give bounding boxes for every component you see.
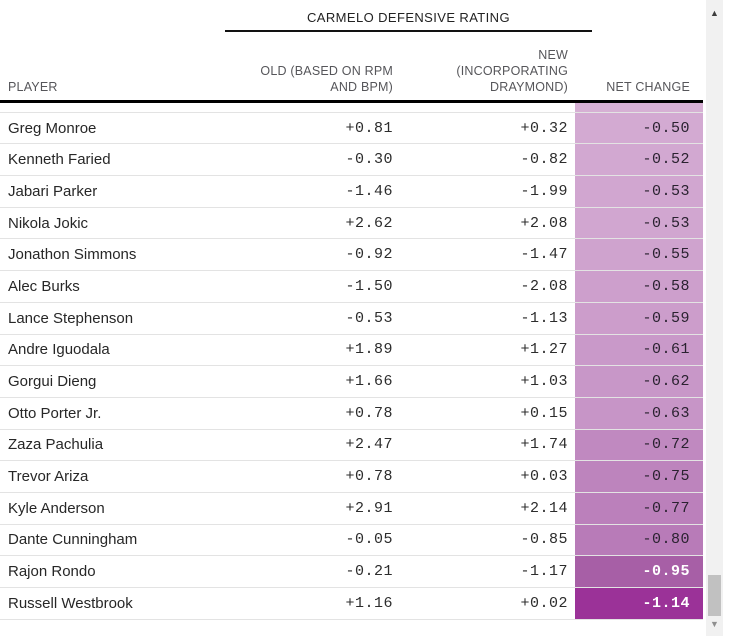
player-name-cell: Greg Monroe — [8, 119, 97, 137]
table-group-title: CARMELO DEFENSIVE RATING — [307, 10, 510, 25]
old-rating-cell: +0.81 — [345, 119, 393, 137]
player-name-cell: Nikola Jokic — [8, 214, 89, 232]
old-rating-cell: +2.62 — [345, 214, 393, 232]
old-rating-cell: -0.92 — [345, 246, 393, 264]
net-change-cell: -0.75 — [575, 461, 703, 492]
table-row: Kyle Anderson +2.91 +2.14 -0.77 — [0, 492, 703, 525]
table-row: Russell Westbrook +1.16 +0.02 -1.14 — [0, 588, 703, 620]
net-change-cell: -0.62 — [575, 366, 703, 397]
net-change-cell: -0.52 — [575, 144, 703, 176]
net-change-cell: -0.48 — [575, 103, 703, 112]
player-name-cell: Lance Stephenson — [8, 309, 134, 327]
scroll-down-icon[interactable]: ▼ — [710, 618, 719, 629]
new-rating-cell: -0.82 — [520, 151, 568, 169]
table-row: Dante Cunningham -0.05 -0.85 -0.80 — [0, 524, 703, 557]
old-rating-cell: +1.66 — [345, 373, 393, 391]
table-body[interactable]: Jose Calderon -1.67 -2.14 -0.48 Greg Mon… — [0, 103, 703, 621]
table-row: Andre Iguodala +1.89 +1.27 -0.61 — [0, 334, 703, 367]
table-row: Jonathon Simmons -0.92 -1.47 -0.55 — [0, 239, 703, 272]
column-header-player: PLAYER — [8, 80, 58, 94]
new-rating-cell: -1.99 — [520, 182, 568, 200]
new-rating-cell: -2.14 — [400, 103, 575, 112]
table-row: Greg Monroe +0.81 +0.32 -0.50 — [0, 112, 703, 145]
table-row: Gorgui Dieng +1.66 +1.03 -0.62 — [0, 366, 703, 398]
table-row: Otto Porter Jr. +0.78 +0.15 -0.63 — [0, 397, 703, 430]
old-rating-cell: +2.47 — [345, 436, 393, 454]
net-change-cell: -0.61 — [575, 334, 703, 366]
player-name-cell: Alec Burks — [8, 277, 80, 295]
net-change-cell: -0.80 — [575, 524, 703, 556]
net-change-cell: -0.59 — [575, 302, 703, 334]
column-header-old: OLD (BASED ON RPM AND BPM) — [260, 64, 393, 94]
net-change-cell: -0.95 — [575, 556, 703, 587]
table-row: Kenneth Faried -0.30 -0.82 -0.52 — [0, 144, 703, 177]
net-change-cell: -1.14 — [575, 588, 703, 619]
net-change-cell: -0.63 — [575, 397, 703, 429]
old-rating-cell: +2.91 — [345, 499, 393, 517]
net-change-cell: -0.50 — [575, 112, 703, 144]
old-rating-cell: -1.50 — [345, 277, 393, 295]
scrollbar-thumb[interactable] — [708, 575, 721, 616]
table-row: Trevor Ariza +0.78 +0.03 -0.75 — [0, 461, 703, 493]
new-rating-cell: +1.27 — [520, 341, 568, 359]
player-name-cell: Jose Calderon — [0, 103, 230, 112]
player-name-cell: Kenneth Faried — [8, 151, 111, 169]
player-name-cell: Zaza Pachulia — [8, 436, 104, 454]
player-name-cell: Jabari Parker — [8, 182, 98, 200]
new-rating-cell: +0.02 — [520, 594, 568, 612]
new-rating-cell: +1.03 — [520, 373, 568, 391]
net-change-cell: -0.77 — [575, 492, 703, 524]
player-name-cell: Trevor Ariza — [8, 468, 89, 486]
new-rating-cell: -2.08 — [520, 277, 568, 295]
new-rating-cell: +1.74 — [520, 436, 568, 454]
old-rating-cell: -0.30 — [345, 151, 393, 169]
scroll-up-icon[interactable]: ▲ — [710, 7, 719, 18]
player-name-cell: Gorgui Dieng — [8, 373, 97, 391]
net-change-cell: -0.58 — [575, 271, 703, 302]
old-rating-cell: -0.21 — [345, 563, 393, 581]
table-row: Alec Burks -1.50 -2.08 -0.58 — [0, 271, 703, 303]
new-rating-cell: -1.17 — [520, 563, 568, 581]
vertical-scrollbar[interactable]: ▲ ▼ — [706, 0, 723, 636]
new-rating-cell: -1.47 — [520, 246, 568, 264]
player-name-cell: Otto Porter Jr. — [8, 404, 102, 422]
old-rating-cell: -1.67 — [230, 103, 400, 112]
column-header-row: PLAYER OLD (BASED ON RPM AND BPM) NEW (I… — [0, 40, 703, 98]
old-rating-cell: -1.46 — [345, 182, 393, 200]
new-rating-cell: -1.13 — [520, 309, 568, 327]
net-change-cell: -0.55 — [575, 239, 703, 271]
table-row: Jabari Parker -1.46 -1.99 -0.53 — [0, 176, 703, 208]
player-name-cell: Dante Cunningham — [8, 531, 138, 549]
carmelo-table: CARMELO DEFENSIVE RATING PLAYER OLD (BAS… — [0, 10, 703, 621]
table-row: Zaza Pachulia +2.47 +1.74 -0.72 — [0, 429, 703, 462]
old-rating-cell: -0.53 — [345, 309, 393, 327]
column-header-net-change: NET CHANGE — [606, 80, 690, 94]
net-change-cell: -0.53 — [575, 176, 703, 207]
old-rating-cell: +0.78 — [345, 404, 393, 422]
player-name-cell: Russell Westbrook — [8, 594, 133, 612]
table-row: Lance Stephenson -0.53 -1.13 -0.59 — [0, 302, 703, 335]
new-rating-cell: +0.03 — [520, 468, 568, 486]
new-rating-cell: +2.08 — [520, 214, 568, 232]
group-title-underline — [225, 30, 592, 32]
net-change-cell: -0.53 — [575, 207, 703, 239]
player-name-cell: Jonathon Simmons — [8, 246, 137, 264]
new-rating-cell: +2.14 — [520, 499, 568, 517]
table-row: Rajon Rondo -0.21 -1.17 -0.95 — [0, 556, 703, 588]
old-rating-cell: -0.05 — [345, 531, 393, 549]
table-row: Jose Calderon -1.67 -2.14 -0.48 — [0, 103, 703, 113]
column-header-new: NEW (INCORPORATING DRAYMOND) — [456, 48, 568, 94]
new-rating-cell: -0.85 — [520, 531, 568, 549]
table-row: Nikola Jokic +2.62 +2.08 -0.53 — [0, 207, 703, 240]
new-rating-cell: +0.32 — [520, 119, 568, 137]
old-rating-cell: +1.16 — [345, 594, 393, 612]
player-name-cell: Rajon Rondo — [8, 563, 96, 581]
new-rating-cell: +0.15 — [520, 404, 568, 422]
old-rating-cell: +0.78 — [345, 468, 393, 486]
player-name-cell: Kyle Anderson — [8, 499, 105, 517]
net-change-cell: -0.72 — [575, 429, 703, 461]
header-divider — [0, 100, 703, 103]
old-rating-cell: +1.89 — [345, 341, 393, 359]
player-name-cell: Andre Iguodala — [8, 341, 110, 359]
